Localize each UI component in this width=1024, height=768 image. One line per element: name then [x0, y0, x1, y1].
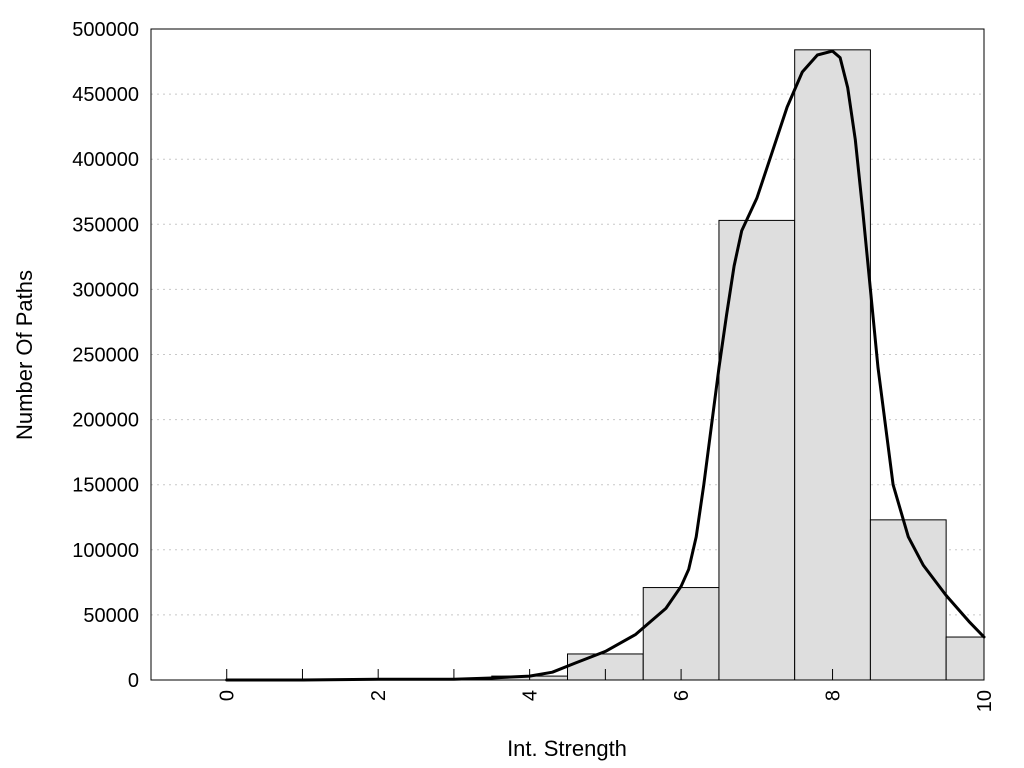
- x-tick-label: 4: [520, 690, 542, 701]
- y-tick-label: 50000: [83, 605, 139, 627]
- x-tick-label: 2: [368, 690, 390, 701]
- x-tick-label: 10: [974, 690, 996, 712]
- histogram-bar: [718, 219, 796, 681]
- y-tick-label: 450000: [72, 84, 139, 106]
- histogram-bar: [642, 587, 720, 681]
- histogram-bar: [794, 49, 871, 681]
- histogram-bars: [339, 49, 985, 681]
- y-tick-label: 100000: [72, 540, 139, 562]
- y-tick-label: 200000: [72, 410, 139, 432]
- y-tick-label: 400000: [72, 149, 139, 171]
- x-tick-label: 8: [823, 690, 845, 701]
- x-axis-title: Int. Strength: [507, 736, 627, 761]
- y-tick-label: 300000: [72, 279, 139, 301]
- y-tick-label: 150000: [72, 475, 139, 497]
- grid-lines: [151, 93, 984, 616]
- y-tick-label: 350000: [72, 214, 139, 236]
- y-tick-label: 500000: [72, 19, 139, 41]
- axis-ticks: 0 50000 100000 150000 200000 250000 300000 3500…: [72, 19, 996, 712]
- x-tick-label: 6: [671, 690, 693, 701]
- histogram-bar: [869, 519, 947, 681]
- density-curve-layer: [225, 49, 986, 682]
- y-tick-label: 250000: [72, 345, 139, 367]
- plot-frame: [150, 28, 985, 681]
- histogram-bar: [945, 636, 985, 681]
- y-axis-title: Number Of Paths: [12, 270, 37, 440]
- y-tick-label: 0: [128, 670, 139, 692]
- density-curve: [225, 49, 986, 682]
- x-tick-label: 0: [217, 690, 239, 701]
